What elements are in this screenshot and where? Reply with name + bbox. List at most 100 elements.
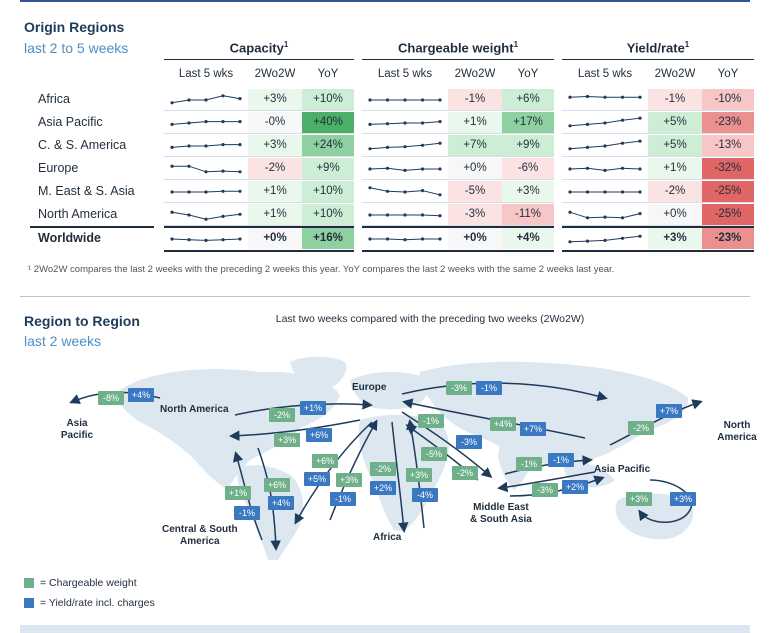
label-asia-pacific: Asia Pacific [594,464,651,475]
yr-2wo2w-cell: +5% [648,135,702,156]
badge-yr-af-eu: -4% [412,488,438,502]
row-separator [562,250,754,252]
sparkline-point [638,190,642,194]
arrow-eu-to-africa [391,421,409,533]
comparison-note: Last two weeks compared with the precedi… [275,313,585,325]
yr-yoy-cell: -23% [702,228,754,249]
world-map: Asia Pacific North America Europe Asia P… [0,350,770,560]
badge-yr-na-eu: +1% [300,401,326,415]
row-separator [164,250,354,252]
col-head-last5-cap: Last 5 wks [178,68,234,80]
legend-swatch-green [24,578,34,588]
sparkline-point [204,190,208,194]
sparkline-point [620,236,625,240]
cw-2wo2w-cell: +0% [448,158,502,179]
cap-yoy-cell: +9% [302,158,354,179]
cw-2wo2w-cell: -1% [448,89,502,110]
sparkline-point [420,213,425,217]
badge-yr-eu-csa: +5% [304,472,330,486]
row-separator [562,226,754,228]
sparkline-point [568,240,572,244]
sparkline-point [603,144,607,148]
sparkline-point [187,164,191,168]
arrow-ap-to-na-right [609,399,703,446]
sparkline-point [638,95,642,99]
sparkline-point [620,118,625,122]
sparkline-point [385,213,390,217]
cap-yoy-cell: +16% [302,228,354,249]
sparkline-point [420,167,425,171]
sparkline-point [603,95,607,99]
sparkline-point [403,190,407,194]
row-separator [164,133,354,134]
sparkline [170,143,242,149]
sparkline-point [620,95,625,99]
col-head-last5-yr: Last 5 wks [577,68,633,80]
sparkline-point [368,147,372,151]
sparkline-point [438,98,442,102]
sparkline [368,237,442,242]
col-head-2wo2w-cw: 2Wo2W [454,68,496,80]
sparkline-point [620,190,625,194]
label-csa: Central & South America [162,524,238,547]
yr-2wo2w-cell: -2% [648,181,702,202]
badge-yr-eu-af: +2% [370,481,396,495]
badge-yr-ap-mesa: -1% [548,453,574,467]
legend-yield-rate: = Yield/rate incl. charges [24,597,155,609]
badge-cw-eu-na: +3% [274,433,300,447]
sparkline-point [170,101,174,105]
sparkline-point [238,212,242,216]
row-label: Asia Pacific [38,115,103,129]
row-separator [164,225,354,226]
row-separator [164,179,354,180]
cap-yoy-cell: +10% [302,204,354,225]
sparkline-point [638,116,642,120]
cap-2wo2w-cell: +1% [248,181,302,202]
badge-cw-eu-ap: -3% [446,381,472,395]
sparkline-point [170,164,174,168]
arrow-intra-ap [638,479,693,523]
badge-cw-csa-na: +1% [225,486,251,500]
row-separator [362,202,554,203]
greenland-shape [290,356,347,391]
cap-2wo2w-cell: +0% [248,228,302,249]
sparkline-point [585,145,590,149]
badge-cw-mesa-eu: -5% [421,447,447,461]
sparkline-point [221,94,225,98]
cap-yoy-cell: +10% [302,89,354,110]
sparkline-point [221,214,225,218]
col-head-yoy-cap: YoY [317,68,339,80]
sparkline-point [438,120,442,124]
sparkline-point [438,141,442,145]
badge-cw-eu-af: -2% [370,462,396,476]
group-yield-rate: Yield/rate1 [626,40,690,56]
sparkline-point [368,167,372,171]
group-chargeable-weight: Chargeable weight1 [397,40,519,56]
cap-2wo2w-cell: +3% [248,89,302,110]
sparkline [568,190,642,194]
cw-2wo2w-cell: +7% [448,135,502,156]
row-label: M. East & S. Asia [38,184,135,198]
label-asia-pacific-left: Asia Pacific [60,418,94,441]
badge-yr-eu-ap: -1% [476,381,502,395]
region-to-region-subtitle: last 2 weeks [24,333,102,349]
flow-arrows [69,382,703,551]
sparkline [368,213,442,218]
cw-yoy-cell: +9% [502,135,554,156]
badge-cw-af-eu: +3% [406,468,432,482]
arrow-eu-to-na [229,419,361,441]
arrow-ap-to-mesa [497,471,596,493]
sparkline-point [638,139,642,143]
row-label: Africa [38,92,70,106]
col-head-yoy-yr: YoY [717,68,739,80]
badge-yr-ap-eu: +7% [520,422,546,436]
cw-2wo2w-cell: -3% [448,204,502,225]
sparkline-point [187,144,191,148]
yr-yoy-cell: -10% [702,89,754,110]
cap-2wo2w-cell: -2% [248,158,302,179]
badge-cw-ap-mesa: -1% [516,457,542,471]
cap-2wo2w-cell: +1% [248,204,302,225]
sparkline-point [368,98,372,102]
sparkline [170,164,242,174]
yr-2wo2w-cell: -1% [648,89,702,110]
